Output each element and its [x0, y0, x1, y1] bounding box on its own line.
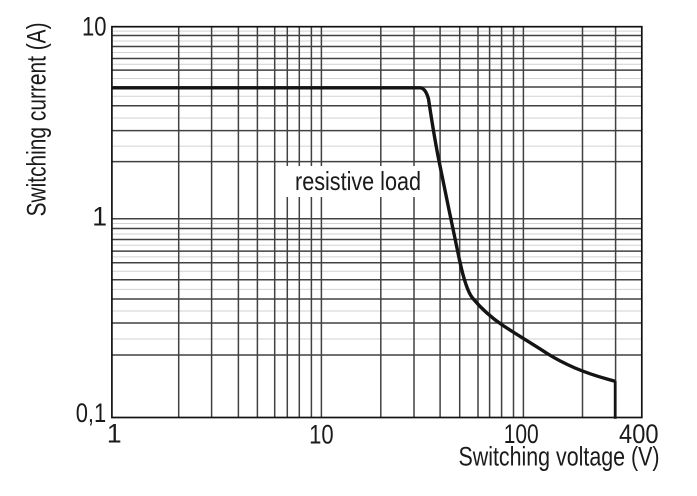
svg-text:10: 10	[82, 11, 107, 41]
svg-text:10: 10	[309, 419, 334, 449]
svg-text:1: 1	[107, 419, 122, 449]
svg-text:Switching voltage (V): Switching voltage (V)	[459, 442, 660, 472]
svg-text:1: 1	[92, 202, 107, 232]
svg-text:400: 400	[619, 419, 659, 449]
svg-text:100: 100	[504, 419, 539, 449]
svg-text:Switching current (A): Switching current (A)	[21, 22, 51, 216]
svg-text:resistive load: resistive load	[295, 166, 421, 196]
svg-text:0,1: 0,1	[76, 398, 107, 428]
